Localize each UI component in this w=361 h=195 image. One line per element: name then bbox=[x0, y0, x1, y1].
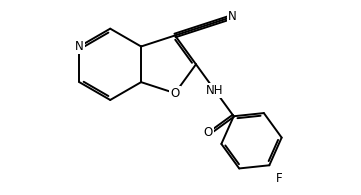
Text: O: O bbox=[170, 87, 180, 100]
Text: NH: NH bbox=[206, 84, 223, 97]
Text: N: N bbox=[75, 40, 84, 53]
Text: N: N bbox=[228, 10, 237, 23]
Text: F: F bbox=[275, 172, 282, 185]
Text: O: O bbox=[204, 126, 213, 139]
